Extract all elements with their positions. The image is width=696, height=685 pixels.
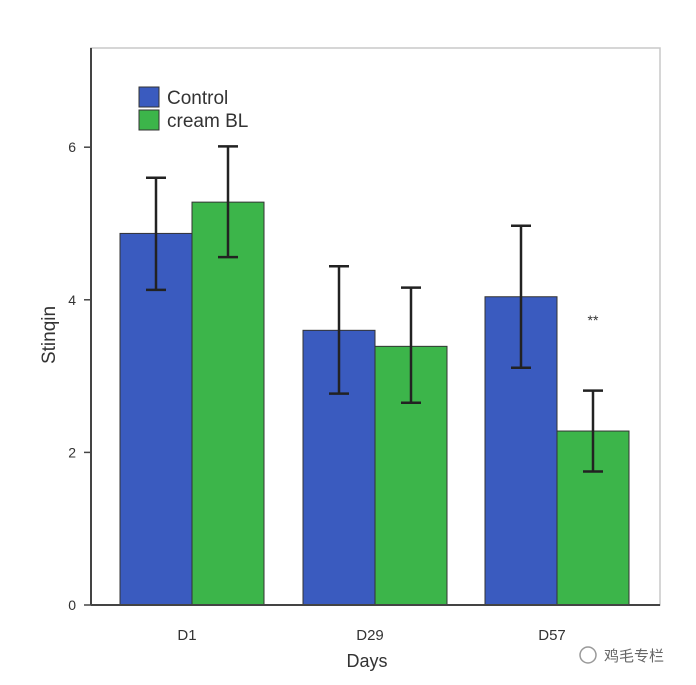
error-bar [511,224,531,369]
significance-marker: ** [588,312,599,328]
wechat-icon [579,646,597,664]
legend-label: Control [167,88,228,109]
x-tick-label: D1 [177,627,196,644]
watermark: 鸡毛专栏 [579,646,664,665]
y-tick-label: 0 [68,597,76,613]
y-tick-label: 6 [68,139,76,155]
error-bar [146,176,166,292]
x-tick-label: D29 [356,627,384,644]
error-bar [401,286,421,405]
legend-swatch [138,109,160,131]
legend-label: cream BL [167,111,248,132]
y-tick-label: 2 [68,444,76,460]
error-bar [329,264,349,395]
legend-swatch [138,86,160,108]
x-tick-label: D57 [538,627,566,644]
error-bar [218,145,238,259]
error-bar [583,389,603,473]
y-axis-label: Stinqin [39,306,60,364]
bar-cream-bl-D1 [191,201,265,606]
y-tick-label: 4 [68,292,76,308]
x-axis-label: Days [346,651,387,671]
watermark-text: 鸡毛专栏 [604,648,664,665]
